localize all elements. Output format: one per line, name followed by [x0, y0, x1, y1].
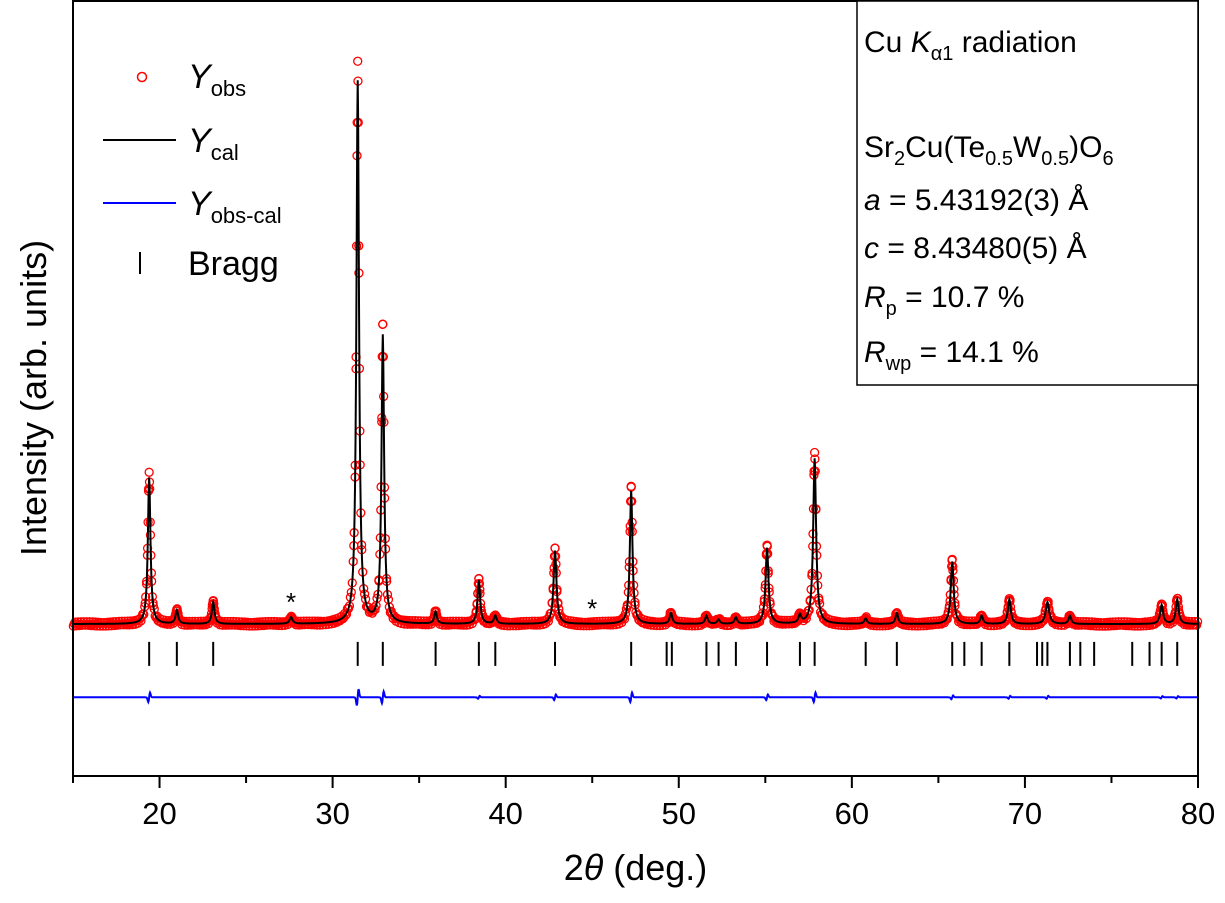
- x-tick-label: 20: [142, 796, 176, 831]
- r-weighted-profile: Rwp = 14.1 %: [864, 336, 1039, 375]
- impurity-markers-layer: * *: [286, 587, 597, 623]
- obs-point: [478, 612, 488, 623]
- obs-point: [289, 617, 299, 627]
- difference-curve: [73, 688, 1198, 707]
- x-tick-label: 40: [488, 796, 522, 831]
- legend-diff-label: Yobs-cal: [188, 185, 282, 228]
- x-tick-label: 60: [835, 796, 869, 831]
- refinement-info-box: Cu Kα1 radiation Sr2Cu(Te0.5W0.5)O6 a = …: [856, 0, 1199, 386]
- legend-obs-label: Yobs: [188, 58, 246, 101]
- formula-part: 2: [894, 148, 905, 170]
- obs-point: [378, 319, 388, 329]
- obs-point: [626, 481, 636, 491]
- x-tick-label: 80: [1181, 796, 1215, 831]
- formula-part: Cu(Te: [905, 131, 985, 164]
- obs-point: [353, 56, 363, 66]
- formula-part: 0.5: [985, 148, 1013, 170]
- formula-part: 0.5: [1041, 148, 1069, 170]
- x-tick-label: 70: [1008, 796, 1042, 831]
- legend-cal-label: Ycal: [188, 122, 239, 165]
- formula-part: 6: [1102, 148, 1113, 170]
- x-tick-label: 30: [315, 796, 349, 831]
- plot-frame: [72, 0, 1199, 777]
- y-axis-title: Intensity (arb. units): [13, 240, 54, 556]
- bragg-ticks-layer: [148, 641, 1179, 666]
- legend-bragg-label: Bragg: [188, 245, 279, 283]
- r-profile: Rp = 10.7 %: [864, 281, 1024, 320]
- legend: Yobs Ycal Yobs-cal Bragg: [103, 58, 282, 283]
- x-axis-title: 2θ (deg.): [564, 847, 708, 888]
- info-box-frame: [856, 0, 1199, 386]
- calculated-curve: [73, 80, 1199, 625]
- formula-part: W: [1013, 131, 1042, 164]
- obs-point: [799, 613, 809, 624]
- obs-point: [1161, 616, 1171, 626]
- obs-point: [212, 616, 222, 626]
- obs-point: [1009, 615, 1019, 626]
- obs-point: [896, 617, 906, 627]
- impurity-marker: *: [587, 594, 597, 624]
- legend-obs-marker: [136, 71, 148, 83]
- obs-point: [144, 467, 154, 477]
- obs-point: [341, 609, 352, 619]
- formula-part: Sr: [864, 131, 894, 164]
- obs-point: [670, 617, 680, 627]
- impurity-marker: *: [286, 587, 296, 617]
- formula-part: )O: [1069, 131, 1102, 164]
- obs-point: [434, 617, 445, 627]
- obs-point: [176, 616, 186, 627]
- radiation-label: Cu Kα1 radiation: [864, 26, 1077, 65]
- obs-point: [809, 447, 820, 458]
- x-axis-ticks: 20 30 40 50 60 70 80: [72, 776, 1215, 831]
- x-tick-label: 50: [662, 796, 696, 831]
- lattice-c: c = 8.43480(5) Å: [864, 232, 1087, 265]
- compound-formula: Sr2Cu(Te0.5W0.5)O6: [864, 131, 1114, 170]
- lattice-a: a = 5.43192(3) Å: [864, 184, 1088, 217]
- obs-point: [1047, 616, 1058, 626]
- obs-point: [1176, 615, 1187, 626]
